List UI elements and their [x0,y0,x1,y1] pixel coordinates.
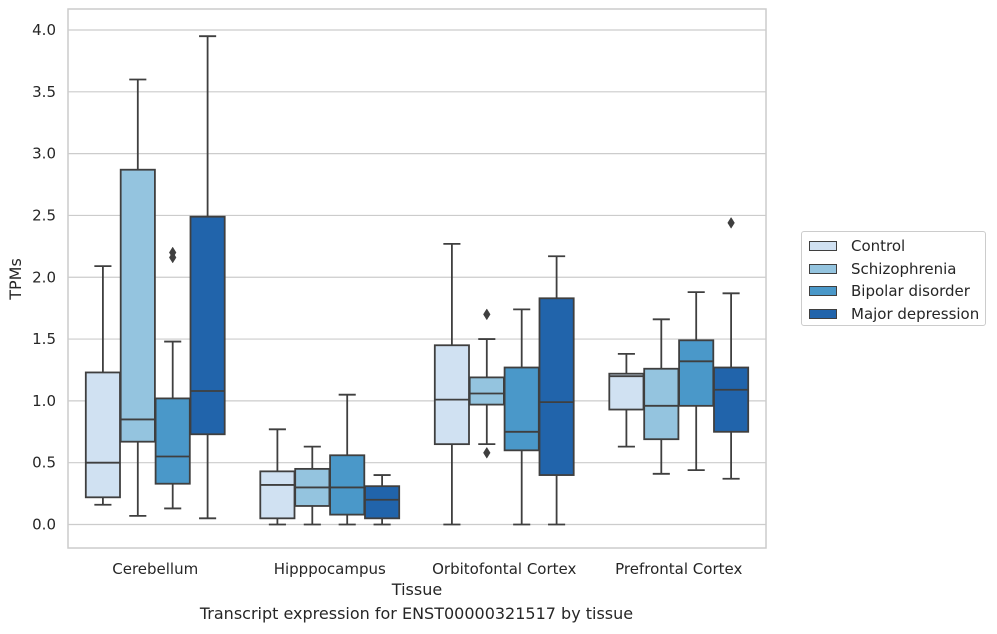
x-axis-label: Tissue [391,580,442,599]
iqr-box [678,339,715,407]
legend: Control Schizophrenia Bipolar disorder Majo… [801,231,986,326]
legend-swatch [809,263,837,274]
box-schizophrenia [294,445,331,526]
iqr-box [713,366,750,433]
iqr-box [84,371,121,499]
y-tick-label: 3.5 [32,83,56,101]
y-tick-label: 4.0 [32,21,56,39]
x-tick-label: Cerebellum [112,560,198,578]
outlier-point [483,446,491,459]
y-tick-label: 1.0 [32,392,56,410]
y-tick-label: 2.0 [32,268,56,286]
y-tick-label: 1.5 [32,330,56,348]
legend-label: Schizophrenia [851,259,957,278]
legend-item: Major depression [809,303,985,326]
legend-swatch [809,308,837,319]
box-control [433,242,470,526]
legend-swatch [809,241,837,252]
box-bipolar-disorder [678,291,715,472]
iqr-box [538,297,575,476]
box-control [608,353,645,448]
box-schizophrenia [468,308,505,459]
iqr-box [608,372,645,411]
iqr-box [503,366,540,452]
iqr-box [189,215,226,436]
iqr-box [433,344,470,446]
legend-item: Schizophrenia [809,258,985,281]
iqr-box [119,168,156,443]
y-tick-label: 0.0 [32,516,56,534]
y-tick-label: 0.5 [32,454,56,472]
legend-item: Bipolar disorder [809,280,985,303]
legend-label: Control [851,237,906,256]
iqr-box [643,367,680,441]
box-major-depression [189,35,226,520]
box-major-depression [713,216,750,480]
plot-frame [67,8,767,549]
y-tick-label: 3.0 [32,145,56,163]
iqr-box [468,376,505,406]
figure-caption: Transcript expression for ENST0000032151… [199,604,634,623]
legend-label: Bipolar disorder [851,282,970,301]
box-control [84,265,121,506]
outlier-point [727,216,735,229]
iqr-box [259,470,296,520]
x-tick-label: Prefrontal Cortex [615,560,742,578]
iqr-box [329,454,366,516]
box-bipolar-disorder [503,308,540,526]
y-tick-labels: 0.0 0.5 1.0 1.5 2.0 2.5 3.0 3.5 4.0 [32,21,56,533]
box-major-depression [364,474,401,526]
iqr-box [154,397,191,485]
outlier-point [169,251,177,264]
legend-swatch [809,286,837,297]
x-tick-label: Hipppocampus [274,560,386,578]
y-axis-label: TPMs [6,258,25,301]
x-tick-label: Orbitofontal Cortex [432,560,576,578]
box-bipolar-disorder [154,246,191,510]
box-control [259,428,296,526]
box-major-depression [538,255,575,526]
legend-label: Major depression [851,304,980,323]
x-tick-labels: Cerebellum Hipppocampus Orbitofontal Corte… [112,560,742,578]
box-bipolar-disorder [329,393,366,526]
box-plot-series [84,35,750,526]
box-schizophrenia [643,318,680,475]
iqr-box [364,485,401,520]
legend-item: Control [809,235,985,258]
box-schizophrenia [119,78,156,517]
outlier-point [483,308,491,321]
y-tick-label: 2.5 [32,206,56,224]
